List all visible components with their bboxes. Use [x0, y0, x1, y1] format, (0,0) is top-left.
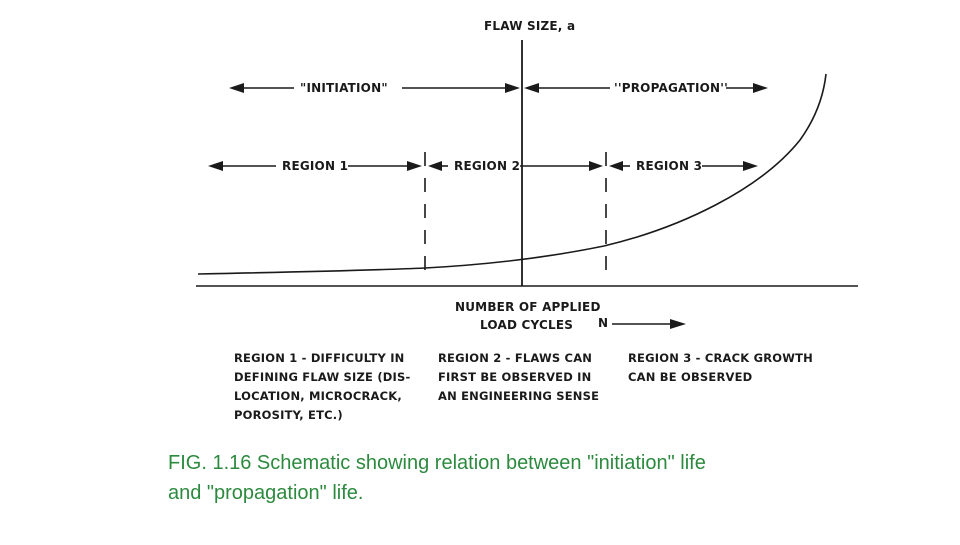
region1-description-line: LOCATION, MICROCRACK,: [234, 389, 402, 403]
figure-caption: FIG. 1.16 Schematic showing relation bet…: [168, 448, 808, 508]
region2-description: REGION 2 - FLAWS CAN FIRST BE OBSERVED I…: [438, 349, 599, 406]
y-axis-label: FLAW SIZE, a: [484, 19, 576, 33]
region2-description-line: FIRST BE OBSERVED IN: [438, 370, 592, 384]
propagation-left-arrowhead: [524, 83, 539, 93]
region1-description-line: DEFINING FLAW SIZE (DIS-: [234, 370, 411, 384]
flaw-growth-curve: [197, 73, 827, 275]
region1-description-line: POROSITY, ETC.): [234, 408, 343, 422]
caption-line: FIG. 1.16 Schematic showing relation bet…: [168, 452, 706, 474]
region3-right-arrowhead: [743, 161, 758, 171]
initiation-label: "INITIATION": [300, 81, 388, 95]
x-axis-symbol: N: [598, 316, 609, 330]
region3-description-line: REGION 3 - CRACK GROWTH: [628, 351, 813, 365]
initiation-right-arrowhead: [505, 83, 520, 93]
region1-right-arrowhead: [407, 161, 422, 171]
propagation-right-arrowhead: [753, 83, 768, 93]
region1-left-arrowhead: [208, 161, 223, 171]
x-axis-label-line1: NUMBER OF APPLIED: [455, 300, 601, 314]
n-arrowhead: [670, 319, 686, 329]
region1-description: REGION 1 - DIFFICULTY IN DEFINING FLAW S…: [234, 349, 410, 425]
x-axis-label-line2: LOAD CYCLES: [480, 318, 574, 332]
region2-label: REGION 2: [454, 159, 521, 173]
region3-description: REGION 3 - CRACK GROWTH CAN BE OBSERVED: [628, 349, 813, 387]
region2-right-arrowhead: [589, 161, 603, 171]
caption-line: and "propagation" life.: [168, 482, 364, 504]
region3-description-line: CAN BE OBSERVED: [628, 370, 753, 384]
region2-description-line: AN ENGINEERING SENSE: [438, 389, 600, 403]
region3-left-arrowhead: [609, 161, 623, 171]
region2-left-arrowhead: [428, 161, 442, 171]
region3-label: REGION 3: [636, 159, 703, 173]
region1-description-line: REGION 1 - DIFFICULTY IN: [234, 351, 405, 365]
initiation-left-arrowhead: [229, 83, 244, 93]
region2-description-line: REGION 2 - FLAWS CAN: [438, 351, 593, 365]
propagation-label: ''PROPAGATION'': [614, 81, 729, 95]
region1-label: REGION 1: [282, 159, 349, 173]
